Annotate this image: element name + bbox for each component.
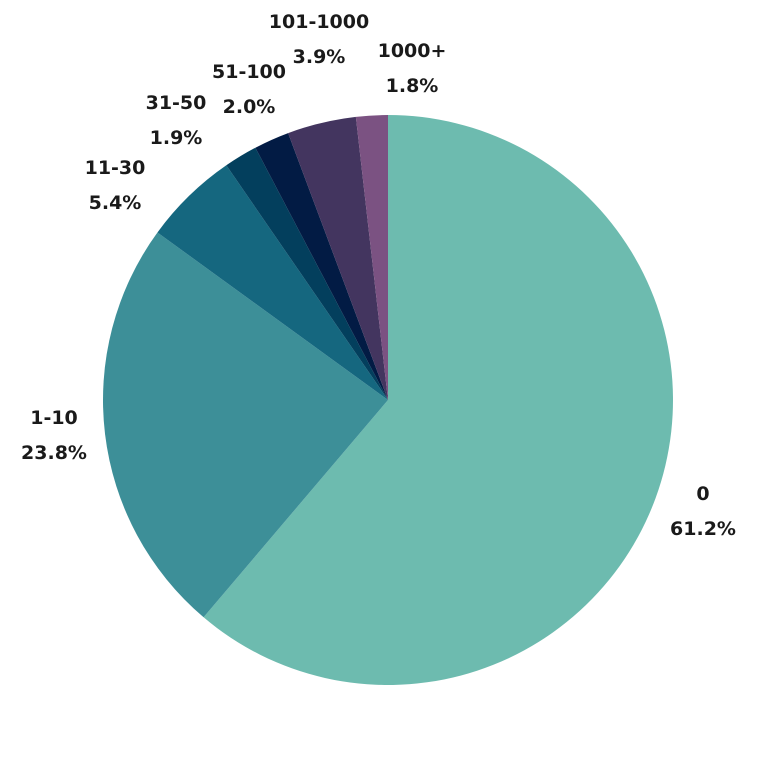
- slice-percent-label: 5.4%: [89, 192, 142, 214]
- slice-label-1000+: 1000+ 1.8%: [378, 40, 447, 97]
- slice-category-label: 0: [696, 483, 709, 505]
- slice-percent-label: 61.2%: [670, 518, 736, 540]
- pie-slices: [102, 115, 673, 686]
- slice-category-label: 11-30: [85, 157, 146, 179]
- slice-category-label: 1000+: [378, 40, 447, 62]
- slice-category-label: 1-10: [30, 407, 78, 429]
- slice-percent-label: 3.9%: [293, 46, 346, 68]
- pie-slice-11-30: [157, 165, 388, 400]
- pie-slice-0: [203, 115, 673, 686]
- slice-percent-label: 2.0%: [223, 96, 276, 118]
- slice-category-label: 101-1000: [269, 11, 369, 33]
- slice-label-0: 0 61.2%: [670, 483, 736, 540]
- slice-label-51-100: 51-100 2.0%: [212, 61, 286, 118]
- pie-slice-31-50: [226, 147, 388, 400]
- slice-percent-label: 1.8%: [386, 75, 439, 97]
- slice-label-1-10: 1-10 23.8%: [21, 407, 87, 464]
- slice-category-label: 51-100: [212, 61, 286, 83]
- pie-slice-101-1000: [288, 116, 388, 400]
- slice-percent-label: 23.8%: [21, 442, 87, 464]
- pie-slice-51-100: [255, 133, 388, 400]
- slice-label-101-1000: 101-1000 3.9%: [269, 11, 369, 68]
- pie-slice-1000+: [355, 115, 388, 400]
- slice-label-11-30: 11-30 5.4%: [85, 157, 146, 214]
- slice-label-31-50: 31-50 1.9%: [146, 92, 207, 149]
- slice-category-label: 31-50: [146, 92, 207, 114]
- pie-labels: 0 61.2% 1-10 23.8% 11-30 5.4% 31-50 1.9% 51-100 2…: [21, 11, 736, 540]
- slice-percent-label: 1.9%: [150, 127, 203, 149]
- pie-slice-1-10: [102, 232, 389, 618]
